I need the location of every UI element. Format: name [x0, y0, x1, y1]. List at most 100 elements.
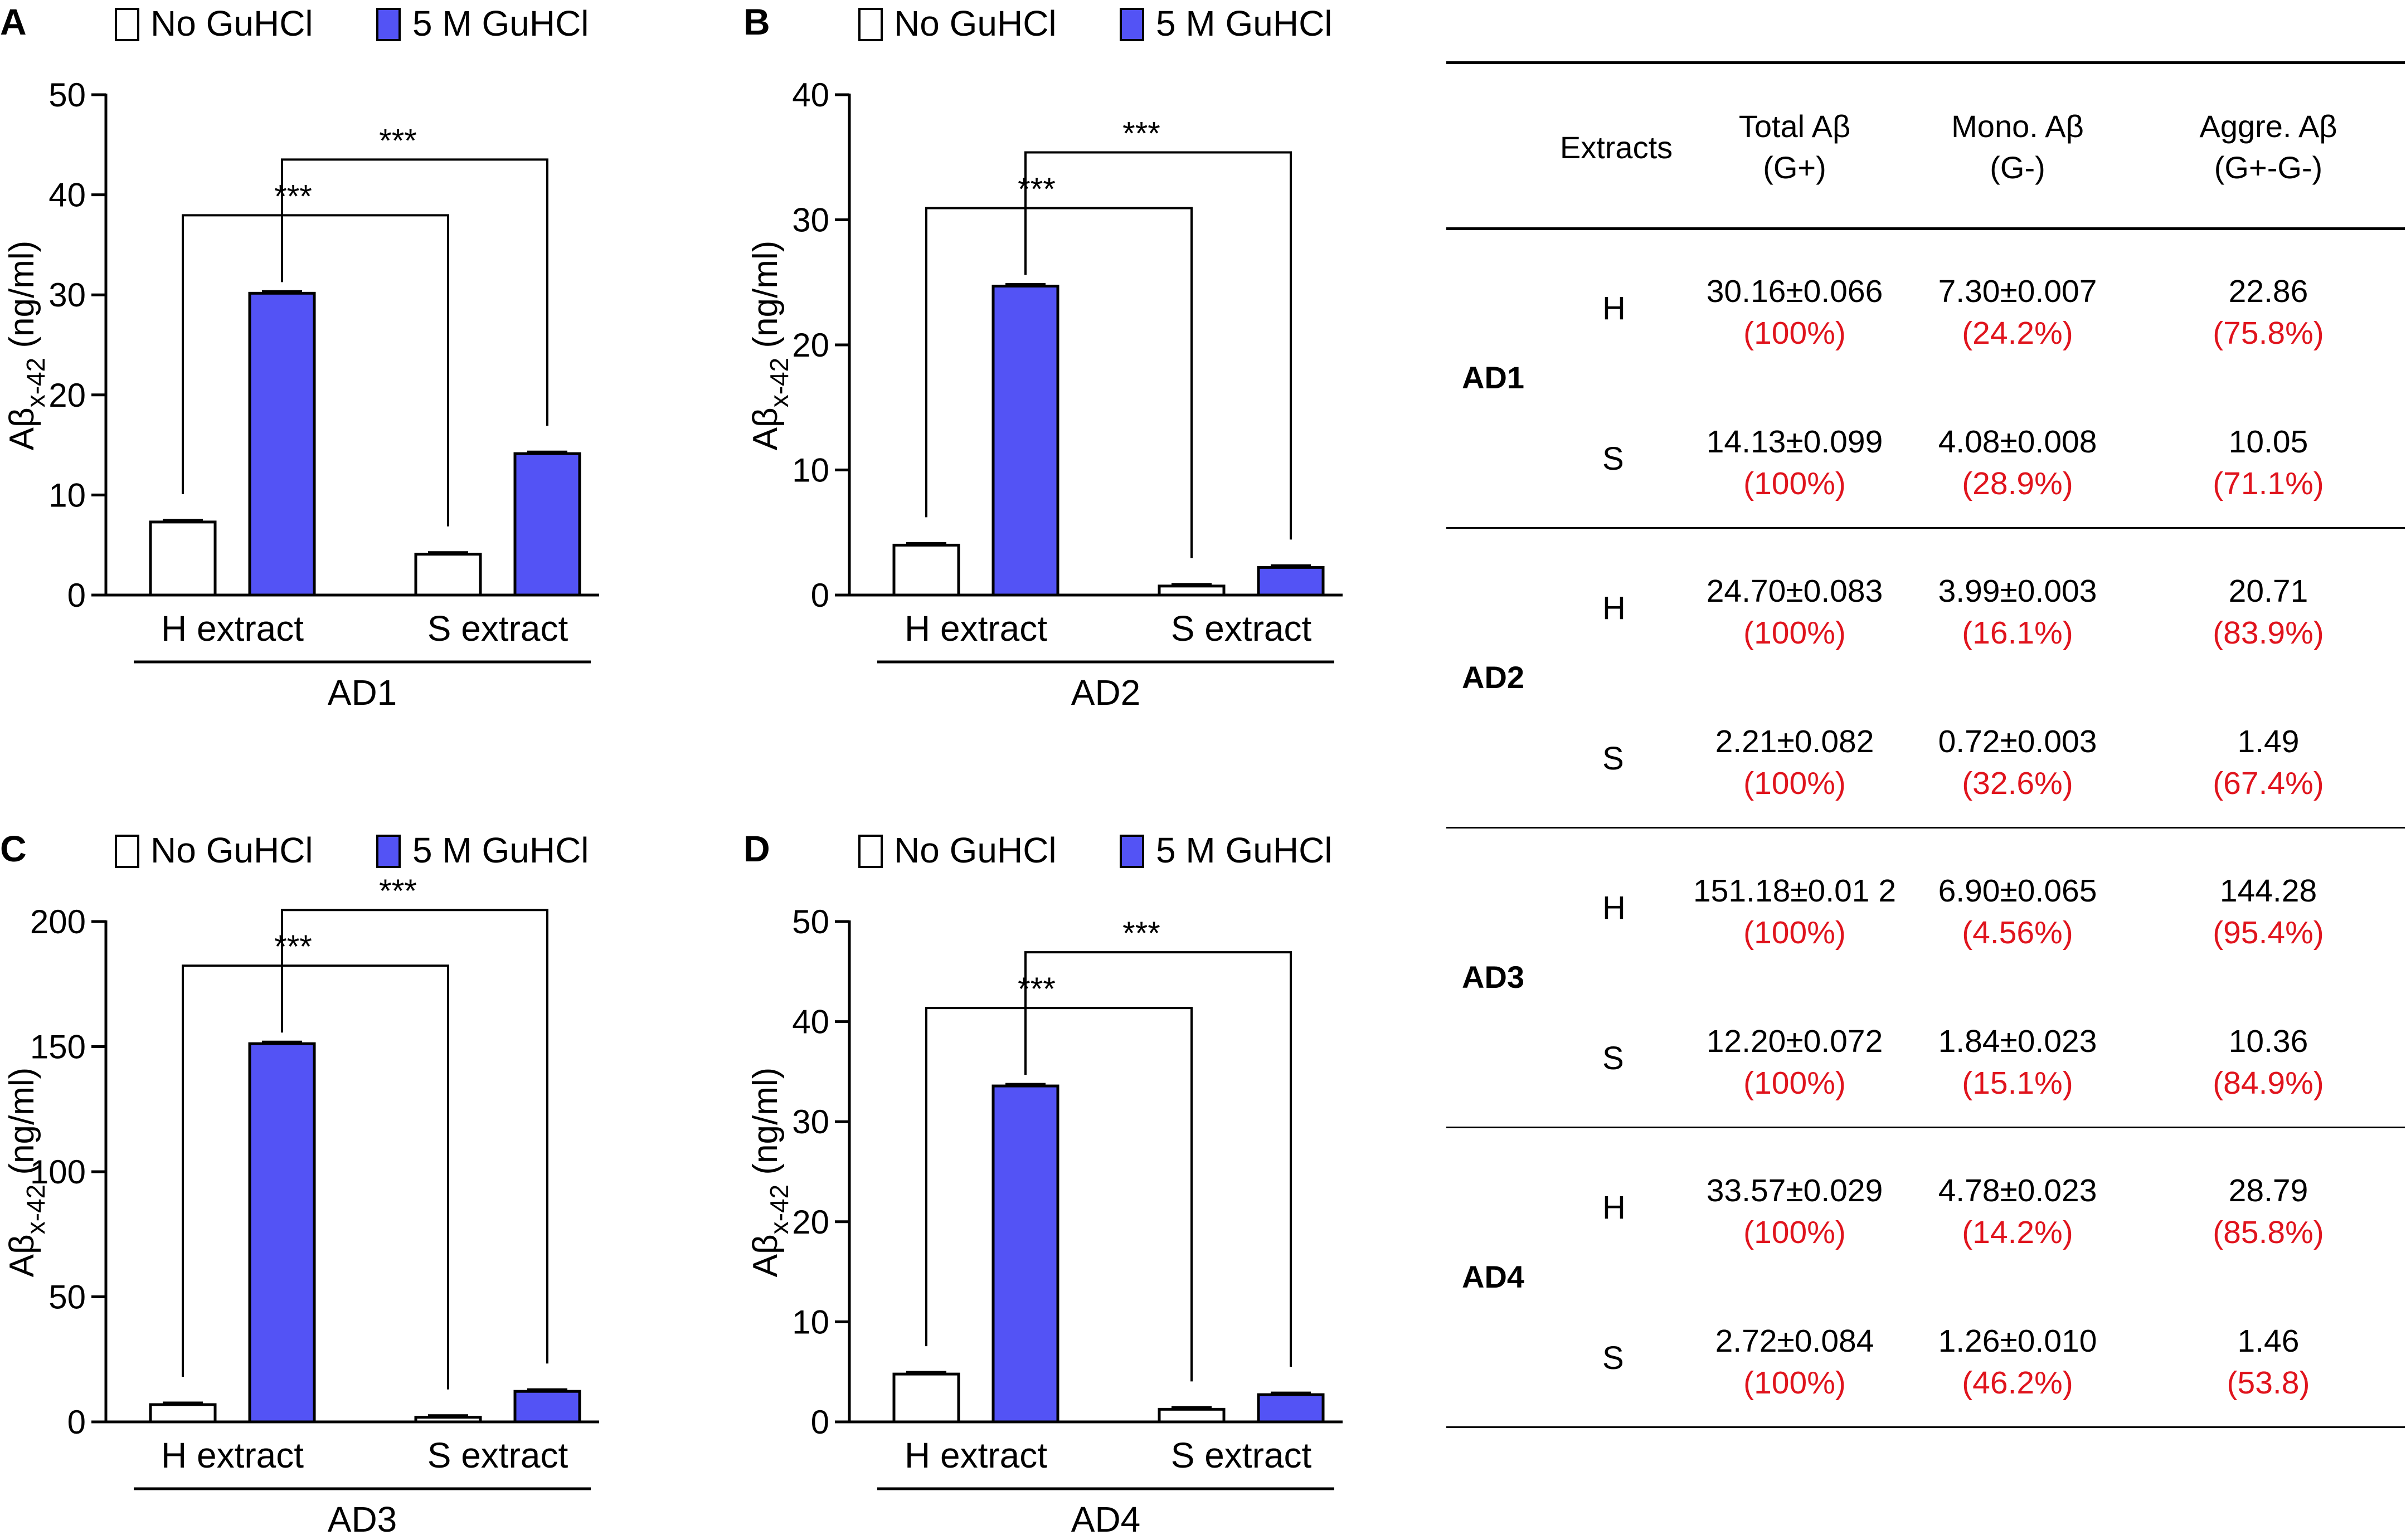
fraction-label: H [1602, 290, 1626, 326]
cell-percent: (67.4%) [2213, 766, 2324, 801]
cell-aggre: 20.71 (83.9%) [2137, 571, 2399, 654]
fraction-label: S [1602, 1340, 1624, 1376]
significance-label: *** [1122, 115, 1160, 152]
cell-aggre: 22.86 (75.8%) [2137, 271, 2399, 354]
cell-percent: (100%) [1743, 915, 1846, 951]
fraction-label: S [1602, 441, 1624, 477]
y-tick-label: 0 [811, 577, 829, 614]
y-tick-label: 30 [48, 276, 86, 314]
y-tick-label: 30 [792, 1103, 829, 1141]
legend-swatch-guhcl [1120, 835, 1144, 868]
significance-bracket [281, 158, 548, 426]
y-axis-label: Aβx-42 (ng/ml) [3, 241, 50, 451]
group-divider [1446, 827, 2405, 829]
header-total: Total Aβ (G+) [1669, 106, 1920, 188]
header-aggre-label: Aggre. Aβ [2199, 109, 2337, 144]
table-top-rule [1446, 61, 2405, 64]
header-mono: Mono. Aβ (G-) [1892, 106, 2143, 188]
y-axis-label: Aβx-42 (ng/ml) [746, 241, 794, 451]
cell-percent: (71.1%) [2213, 466, 2324, 501]
cell-percent: (83.9%) [2213, 615, 2324, 651]
cell-percent: (95.4%) [2213, 915, 2324, 951]
cell-value: 1.46 [2237, 1323, 2300, 1359]
legend-label-no-guhcl: No GuHCl [150, 3, 313, 43]
significance-bracket [925, 207, 1193, 558]
cell-value: 4.08±0.008 [1938, 424, 2097, 460]
y-tick-label: 10 [792, 1303, 829, 1341]
y-tick-label: 100 [30, 1153, 86, 1191]
group-label-ad1: AD1 [1462, 360, 1525, 395]
bar-h-guhcl [248, 291, 316, 597]
cell-aggre: 144.28 (95.4%) [2137, 870, 2399, 954]
cell-percent: (28.9%) [1962, 466, 2073, 501]
header-aggre-sub: (G+-G-) [2214, 150, 2323, 185]
fraction-label: H [1602, 590, 1626, 626]
cell-percent: (100%) [1743, 615, 1846, 651]
cell-mono: 1.26±0.010 (46.2%) [1892, 1320, 2143, 1404]
y-tick-label: 20 [792, 1203, 829, 1241]
cell-mono: 4.08±0.008 (28.9%) [1892, 421, 2143, 505]
cell-value: 7.30±0.007 [1938, 274, 2097, 309]
cell-total: 12.20±0.072 (100%) [1669, 1021, 1920, 1104]
cell-percent: (85.8%) [2213, 1215, 2324, 1250]
y-tick-label: 0 [811, 1403, 829, 1441]
table-header-rule [1446, 227, 2405, 230]
y-tick-label: 30 [792, 202, 829, 239]
y-tick-label: 50 [792, 903, 829, 940]
cell-value: 2.21±0.082 [1715, 724, 1874, 759]
chart-title: AD2 [1071, 672, 1141, 713]
cell-percent: (100%) [1743, 1215, 1846, 1250]
y-tick-label: 150 [30, 1029, 86, 1066]
group-divider [1446, 1127, 2405, 1128]
cell-percent: (16.1%) [1962, 615, 2073, 651]
fraction-label: S [1602, 1040, 1624, 1076]
y-tick-label: 10 [48, 476, 86, 514]
legend-label-no-guhcl: No GuHCl [894, 3, 1057, 43]
cell-value: 30.16±0.066 [1706, 274, 1883, 309]
y-tick-label: 0 [67, 577, 86, 614]
cell-percent: (100%) [1743, 766, 1846, 801]
cell-value: 33.57±0.029 [1706, 1173, 1883, 1208]
y-tick-label: 200 [30, 903, 86, 940]
significance-bracket [182, 964, 449, 1390]
chart-title: AD4 [1071, 1499, 1141, 1539]
chart-panel-d: D No GuHCl 5 M GuHCl 0 10 20 30 40 50 Aβx-42 (ng/… [743, 828, 1343, 1539]
cell-mono: 0.72±0.003 (32.6%) [1892, 721, 2143, 805]
bar-h-no-guhcl [892, 543, 960, 597]
y-tick-label: 40 [792, 76, 829, 114]
cell-value: 14.13±0.099 [1706, 424, 1883, 460]
y-axis-label: Aβx-42 (ng/ml) [746, 1068, 794, 1278]
legend-label-guhcl: 5 M GuHCl [412, 830, 589, 870]
cell-value: 12.20±0.072 [1706, 1024, 1883, 1059]
header-total-sub: (G+) [1763, 150, 1826, 185]
significance-label: *** [274, 178, 312, 215]
cell-value: 3.99±0.003 [1938, 573, 2097, 609]
panel-letter: B [743, 1, 770, 42]
legend-label-guhcl: 5 M GuHCl [1156, 3, 1333, 43]
chart-panel-b: B No GuHCl 5 M GuHCl 0 10 20 30 40 Aβx-42 (ng/ml… [743, 1, 1343, 713]
legend-swatch-no-guhcl [115, 835, 139, 868]
header-mono-sub: (G-) [1990, 150, 2045, 185]
cell-value: 24.70±0.083 [1706, 573, 1883, 609]
bar-h-guhcl [991, 1084, 1059, 1424]
significance-bracket [925, 1007, 1193, 1382]
panel-letter: A [0, 1, 27, 42]
cell-total: 2.72±0.084 (100%) [1669, 1320, 1920, 1404]
significance-label: *** [1122, 915, 1160, 952]
cell-percent: (53.8) [2227, 1365, 2310, 1401]
header-extracts: Extracts [1559, 130, 1673, 165]
y-tick-label: 10 [792, 452, 829, 489]
legend-swatch-guhcl [376, 8, 401, 41]
header-total-label: Total Aβ [1738, 109, 1851, 144]
header-mono-label: Mono. Aβ [1951, 109, 2084, 144]
cell-value: 10.05 [2228, 424, 2308, 460]
bar-h-no-guhcl [892, 1372, 960, 1424]
cell-total: 33.57±0.029 (100%) [1669, 1170, 1920, 1254]
legend-swatch-guhcl [376, 835, 401, 868]
cell-percent: (100%) [1743, 466, 1846, 501]
y-tick-label: 40 [48, 177, 86, 214]
legend-swatch-guhcl [1120, 8, 1144, 41]
significance-label: *** [274, 929, 312, 965]
cell-percent: (100%) [1743, 1065, 1846, 1101]
